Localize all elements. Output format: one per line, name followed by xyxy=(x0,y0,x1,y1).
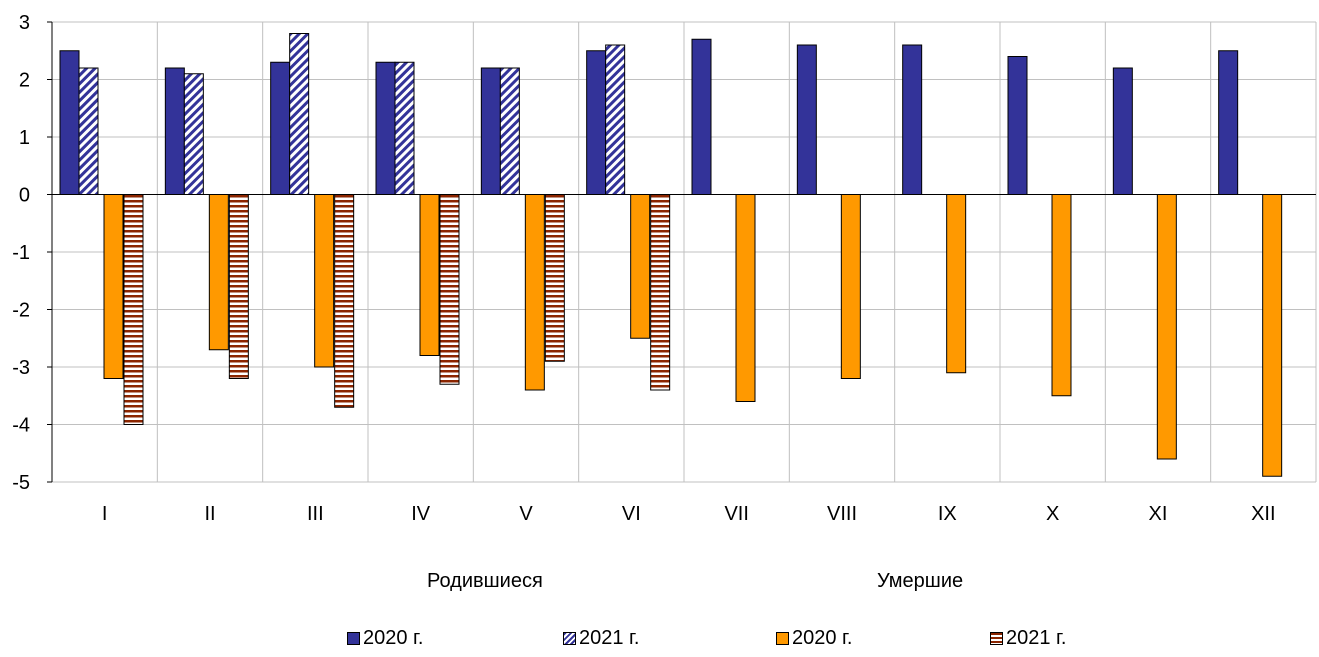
bar-births-2020г xyxy=(1007,56,1028,195)
bar-deaths-2020г xyxy=(1051,194,1072,397)
bar-deaths-2021г xyxy=(439,194,460,385)
legend-item-births-2021: 2021 г. xyxy=(563,627,639,650)
y-tick-label: 2 xyxy=(19,70,30,92)
bar-deaths-2021г xyxy=(650,194,671,391)
legend-label: 2020 г. xyxy=(792,627,853,649)
bar-births-2021г xyxy=(605,44,626,195)
legend-swatch-navy xyxy=(347,632,360,645)
legend-label: 2021 г. xyxy=(1006,627,1067,649)
legend-item-births-2020: 2020 г. xyxy=(347,627,423,650)
bar-births-2020г xyxy=(586,50,607,195)
bar-deaths-2020г xyxy=(630,194,651,339)
bar-births-2021г xyxy=(289,33,310,195)
x-tick-label: V xyxy=(519,503,533,525)
x-tick-label: VII xyxy=(724,503,748,525)
y-tick-label: 1 xyxy=(19,127,30,149)
bar-deaths-2020г xyxy=(1156,194,1177,460)
legend-swatch-hatched xyxy=(563,632,576,645)
bar-births-2021г xyxy=(499,67,520,195)
y-tick-label: -3 xyxy=(12,357,30,379)
bar-deaths-2021г xyxy=(334,194,355,408)
bar-births-2020г xyxy=(164,67,185,195)
x-tick-label: II xyxy=(204,503,215,525)
x-tick-label: VIII xyxy=(827,503,857,525)
bar-deaths-2020г xyxy=(314,194,335,368)
bar-births-2020г xyxy=(691,38,712,195)
bar-deaths-2020г xyxy=(840,194,861,379)
y-tick-label: -1 xyxy=(12,242,30,264)
group-label-births: Родившиеся xyxy=(427,570,543,592)
bar-deaths-2020г xyxy=(524,194,545,391)
legend-label: 2020 г. xyxy=(363,627,424,649)
x-tick-label: XII xyxy=(1251,503,1275,525)
y-tick-label: -2 xyxy=(12,300,30,322)
x-tick-label: XI xyxy=(1149,503,1168,525)
bar-deaths-2020г xyxy=(1262,194,1283,477)
legend: 2020 г. 2021 г. 2020 г. 2021 г. xyxy=(0,627,1319,655)
bar-births-2020г xyxy=(59,50,80,195)
bar-deaths-2021г xyxy=(228,194,249,379)
x-tick-label: X xyxy=(1046,503,1059,525)
bar-deaths-2020г xyxy=(735,194,756,402)
bar-births-2020г xyxy=(796,44,817,195)
legend-label: 2021 г. xyxy=(579,627,640,649)
bar-births-2021г xyxy=(183,73,204,195)
group-label-deaths: Умершие xyxy=(877,570,964,592)
bar-deaths-2020г xyxy=(208,194,229,351)
legend-item-deaths-2020: 2020 г. xyxy=(776,627,852,650)
x-tick-label: III xyxy=(307,503,324,525)
legend-item-deaths-2021: 2021 г. xyxy=(990,627,1066,650)
bar-deaths-2020г xyxy=(103,194,124,379)
x-tick-label: I xyxy=(102,503,108,525)
bar-deaths-2021г xyxy=(123,194,144,425)
x-tick-label: IX xyxy=(938,503,957,525)
y-tick-label: 0 xyxy=(19,185,30,207)
bar-deaths-2020г xyxy=(419,194,440,356)
bar-births-2020г xyxy=(480,67,501,195)
bars xyxy=(59,33,1283,477)
x-tick-label: IV xyxy=(411,503,431,525)
y-tick-label: 3 xyxy=(19,12,30,34)
bar-deaths-2021г xyxy=(544,194,565,362)
bar-deaths-2020г xyxy=(946,194,967,374)
y-tick-label: -4 xyxy=(12,415,30,437)
bar-births-2020г xyxy=(270,61,291,195)
bar-births-2021г xyxy=(78,67,99,195)
bar-births-2020г xyxy=(1112,67,1133,195)
y-tick-label: -5 xyxy=(12,472,30,494)
bar-births-2020г xyxy=(1218,50,1239,195)
bar-births-2020г xyxy=(375,61,396,195)
bar-births-2020г xyxy=(902,44,923,195)
grid-lines xyxy=(52,21,1317,483)
bar-births-2021г xyxy=(394,61,415,195)
legend-swatch-striped xyxy=(990,632,1003,645)
legend-swatch-orange xyxy=(776,632,789,645)
x-tick-label: VI xyxy=(622,503,641,525)
